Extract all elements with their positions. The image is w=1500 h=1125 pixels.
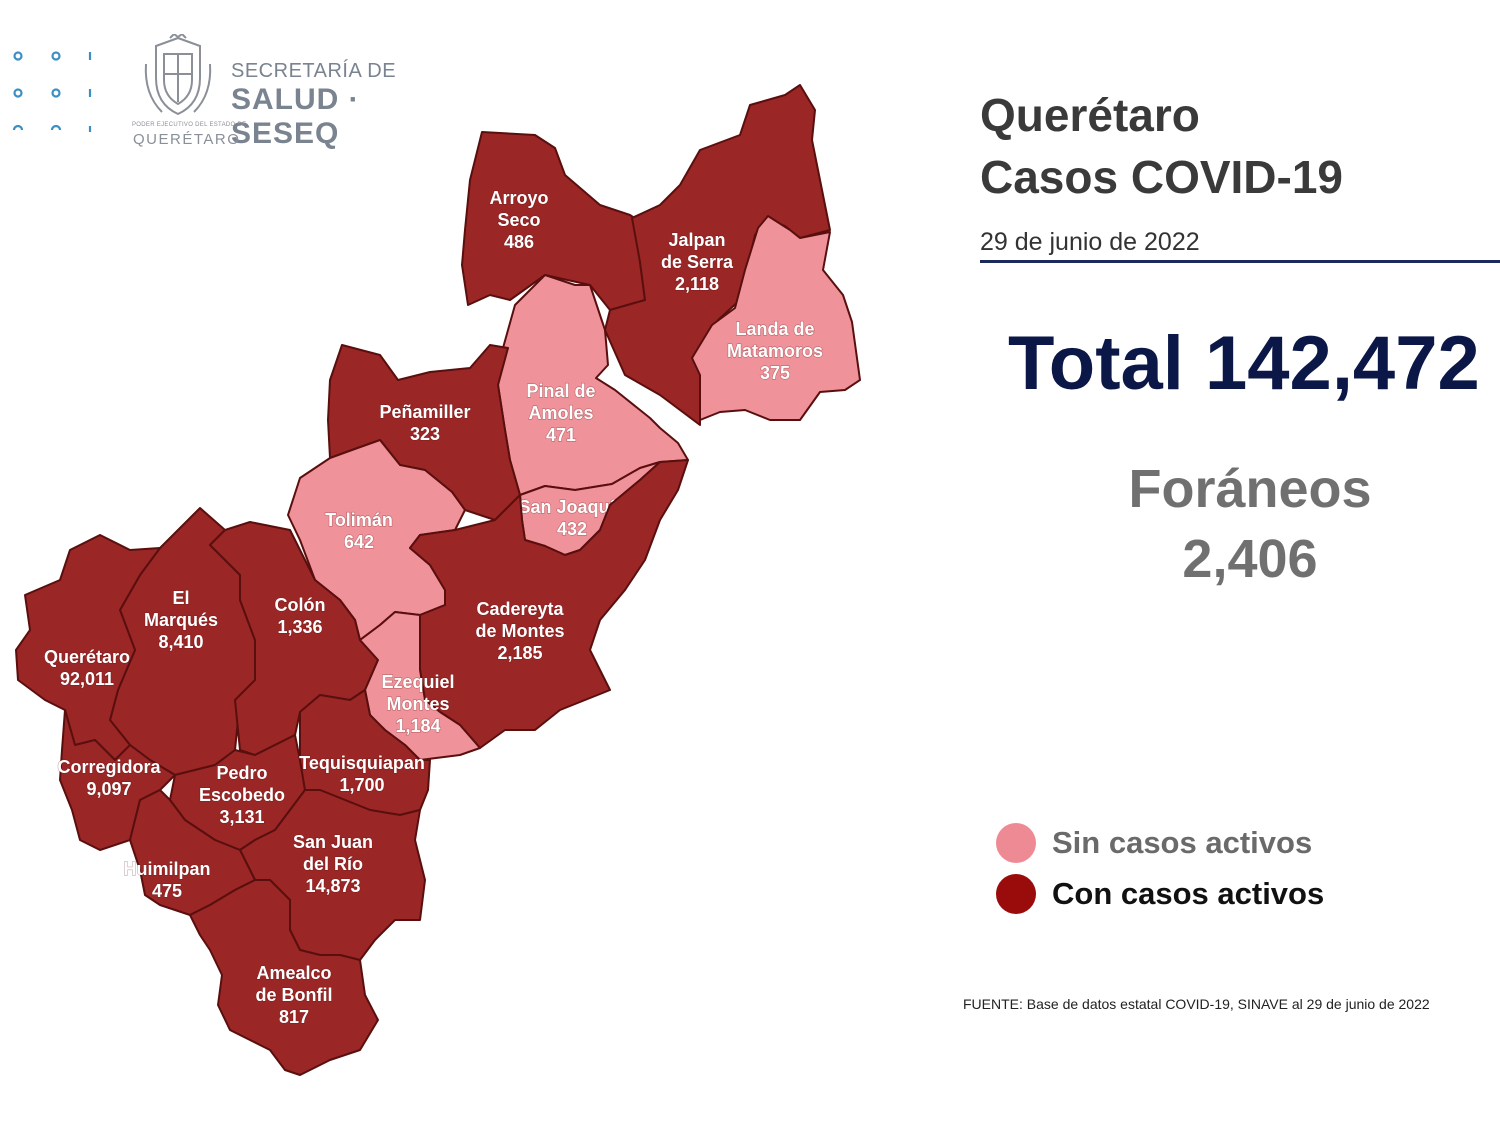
municipality-name-queretaro: Querétaro bbox=[44, 647, 130, 667]
seseq-logo: SECRETARÍA DE SALUD · SESEQ PODER EJECUT… bbox=[130, 30, 460, 150]
municipality-name-arroyo-seco: Arroyo bbox=[489, 188, 548, 208]
municipality-name-san-juan: del Río bbox=[303, 854, 363, 874]
municipality-name-corregidora: Corregidora bbox=[57, 757, 161, 777]
municipality-name-penamiller: Peñamiller bbox=[379, 402, 470, 422]
municipality-name-san-joaquin: San Joaquín bbox=[518, 497, 625, 517]
gov-caption: PODER EJECUTIVO DEL ESTADO DE bbox=[132, 122, 247, 128]
title-divider bbox=[980, 260, 1500, 263]
municipality-name-jalpan: Jalpan bbox=[668, 230, 725, 250]
title-state: Querétaro bbox=[980, 89, 1200, 141]
municipality-cases-colon: 1,336 bbox=[277, 617, 322, 637]
legend-item-active: Con casos activos bbox=[996, 874, 1324, 914]
municipality-cases-ezequiel: 1,184 bbox=[395, 716, 440, 736]
municipality-shape-amealco bbox=[189, 879, 379, 1076]
municipality-name-san-juan: San Juan bbox=[293, 832, 373, 852]
municipality-name-ezequiel: Ezequiel bbox=[381, 672, 454, 692]
municipality-cases-cadereyta: 2,185 bbox=[497, 643, 542, 663]
source-note: FUENTE: Base de datos estatal COVID-19, … bbox=[963, 996, 1430, 1012]
municipality-cases-el-marques: 8,410 bbox=[158, 632, 203, 652]
municipality-cases-san-joaquin: 432 bbox=[557, 519, 587, 539]
municipality-name-toliman: Tolimán bbox=[325, 510, 393, 530]
legend-item-no-active: Sin casos activos bbox=[996, 823, 1312, 863]
decorative-dots-icon bbox=[12, 51, 92, 132]
org-name-line2: SALUD · SESEQ bbox=[231, 83, 360, 150]
municipality-name-arroyo-seco: Seco bbox=[497, 210, 540, 230]
municipality-cases-amealco: 817 bbox=[279, 1007, 309, 1027]
title-subject: Casos COVID-19 bbox=[980, 151, 1344, 203]
municipality-cases-queretaro: 92,011 bbox=[60, 669, 114, 689]
municipality-name-landa: Landa de bbox=[735, 319, 814, 339]
org-name-line1: SECRETARÍA DE bbox=[231, 60, 397, 82]
legend-label-no-active: Sin casos activos bbox=[1052, 825, 1313, 860]
municipality-cases-pedro-escobedo: 3,131 bbox=[219, 807, 264, 827]
municipality-name-colon: Colón bbox=[275, 595, 326, 615]
municipality-shape-cadereyta bbox=[409, 459, 689, 749]
municipality-name-pinal: Amoles bbox=[528, 403, 593, 423]
municipality-name-pedro-escobedo: Escobedo bbox=[199, 785, 285, 805]
municipality-name-pedro-escobedo: Pedro bbox=[216, 763, 267, 783]
municipality-name-landa: Matamoros bbox=[727, 341, 823, 361]
report-date: 29 de junio de 2022 bbox=[980, 228, 1200, 256]
municipality-cases-arroyo-seco: 486 bbox=[504, 232, 534, 252]
municipality-name-huimilpan: Huimilpan bbox=[123, 859, 210, 879]
state-crest-icon bbox=[144, 34, 212, 116]
legend-label-active: Con casos activos bbox=[1052, 876, 1325, 911]
gov-city: QUERÉTARO bbox=[133, 131, 241, 148]
municipality-name-pinal: Pinal de bbox=[526, 381, 595, 401]
municipality-shape-landa bbox=[691, 215, 861, 421]
municipality-cases-corregidora: 9,097 bbox=[86, 779, 131, 799]
municipality-name-amealco: Amealco bbox=[256, 963, 331, 983]
municipality-cases-tequisquiapan: 1,700 bbox=[339, 775, 384, 795]
municipality-cases-huimilpan: 475 bbox=[152, 881, 182, 901]
municipality-cases-landa: 375 bbox=[760, 363, 790, 383]
municipality-name-jalpan: de Serra bbox=[661, 252, 734, 272]
legend-swatch-active bbox=[996, 874, 1036, 914]
municipality-name-cadereyta: de Montes bbox=[475, 621, 564, 641]
municipality-name-el-marques: El bbox=[172, 588, 189, 608]
municipality-name-el-marques: Marqués bbox=[144, 610, 218, 630]
municipality-cases-san-juan: 14,873 bbox=[305, 876, 360, 896]
municipality-cases-pinal: 471 bbox=[546, 425, 576, 445]
foraneos-label: Foráneos bbox=[1128, 459, 1372, 519]
municipality-cases-jalpan: 2,118 bbox=[675, 274, 719, 294]
foraneos-value: 2,406 bbox=[1182, 529, 1318, 589]
municipality-cases-toliman: 642 bbox=[344, 532, 374, 552]
municipality-shape-huimilpan bbox=[129, 789, 256, 916]
municipality-name-cadereyta: Cadereyta bbox=[476, 599, 564, 619]
municipality-shape-queretaro bbox=[15, 534, 161, 761]
municipality-cases-penamiller: 323 bbox=[410, 424, 440, 444]
municipality-name-amealco: de Bonfil bbox=[256, 985, 333, 1005]
municipality-name-tequisquiapan: Tequisquiapan bbox=[299, 753, 425, 773]
total-cases: Total 142,472 bbox=[1008, 321, 1480, 406]
municipality-name-ezequiel: Montes bbox=[387, 694, 450, 714]
legend-swatch-no-active bbox=[996, 823, 1036, 863]
